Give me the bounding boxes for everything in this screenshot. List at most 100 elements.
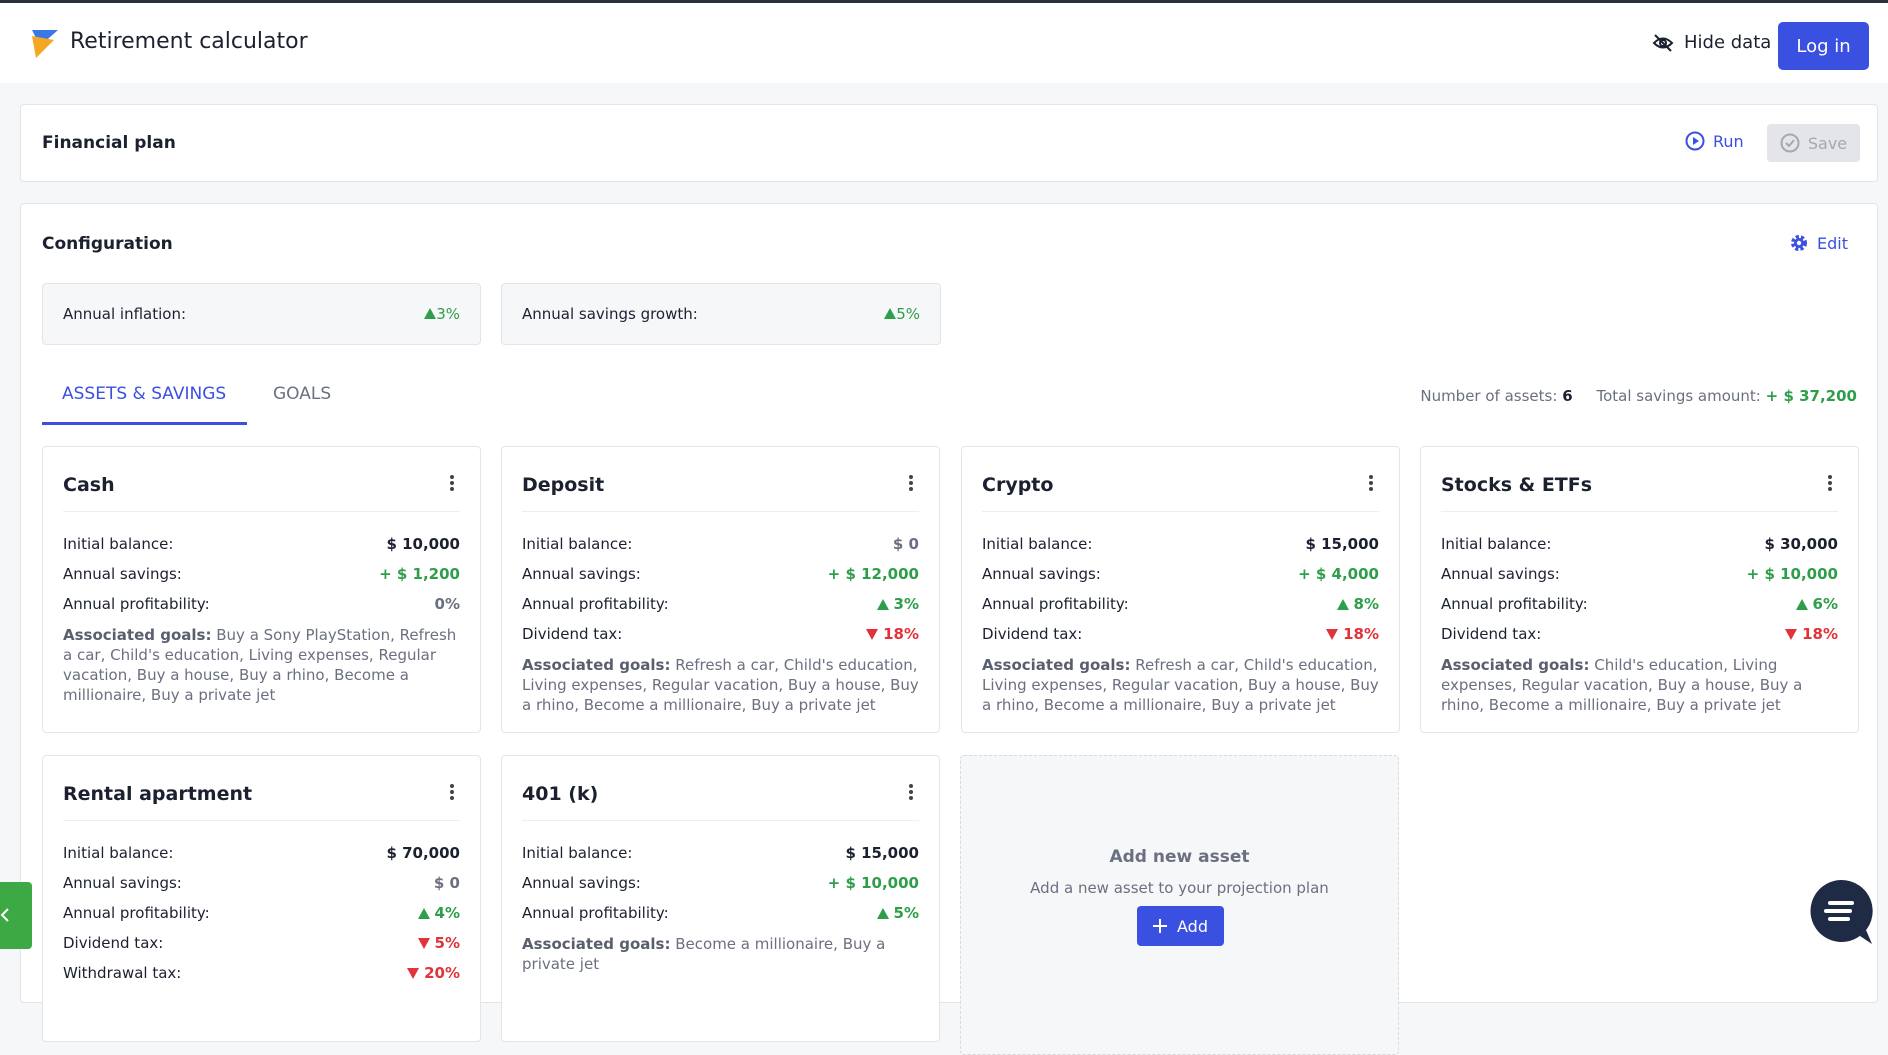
goals-label: Associated goals: [982, 656, 1131, 674]
asset-card: Crypto Initial balance: $ 15,000 Annual sav… [961, 446, 1400, 733]
value: + $ 10,000 [828, 874, 919, 892]
goals-text: Buy a Sony PlayStation, Refresh a car, C… [63, 626, 457, 704]
row-label: Dividend tax: [1441, 625, 1542, 643]
menu-button[interactable] [909, 475, 913, 495]
summary: Number of assets: 6 Total savings amount… [1420, 387, 1857, 405]
trend-arrow [1785, 628, 1798, 640]
row-label: Annual savings: [63, 874, 182, 892]
kebab-icon [909, 475, 913, 491]
menu-button[interactable] [1828, 475, 1832, 495]
asset-row: Initial balance: $ 15,000 [522, 844, 919, 862]
total-label: Total savings amount: [1596, 387, 1761, 405]
goals-label: Associated goals: [522, 656, 671, 674]
menu-button[interactable] [1369, 475, 1373, 495]
goals-label: Associated goals: [522, 935, 671, 953]
value: 18% [866, 625, 919, 643]
value: 18% [1785, 625, 1838, 643]
asset-row: Initial balance: $ 70,000 [63, 844, 460, 862]
asset-row: Annual savings: $ 0 [63, 874, 460, 892]
assets-count: 6 [1562, 387, 1573, 405]
trend-arrow [1336, 598, 1349, 610]
asset-row: Initial balance: $ 30,000 [1441, 535, 1838, 553]
menu-button[interactable] [909, 784, 913, 804]
value-text: 20% [424, 964, 460, 982]
value: $ 0 [434, 874, 460, 892]
value-text: 5% [434, 934, 460, 952]
plan-title: Financial plan [42, 133, 176, 153]
asset-row: Initial balance: $ 10,000 [63, 535, 460, 553]
value: + $ 4,000 [1298, 565, 1379, 583]
asset-row: Annual profitability: 5% [522, 904, 919, 922]
total-value: + $ 37,200 [1765, 387, 1857, 405]
asset-row: Annual profitability: 0% [63, 595, 460, 613]
add-asset-text: Add a new asset to your projection plan [1030, 879, 1329, 897]
asset-row: Initial balance: $ 15,000 [982, 535, 1379, 553]
value: 5% [876, 904, 919, 922]
goals: Associated goals: Become a millionaire, … [522, 934, 919, 974]
row-label: Annual savings: [982, 565, 1101, 583]
menu-button[interactable] [450, 784, 454, 804]
trend-arrow [417, 937, 430, 949]
asset-row: Annual profitability: 6% [1441, 595, 1838, 613]
value-text: 18% [1343, 625, 1379, 643]
kebab-icon [450, 784, 454, 800]
asset-row: Dividend tax: 18% [1441, 625, 1838, 643]
eye-off-icon [1652, 33, 1674, 52]
asset-card: Cash Initial balance: $ 10,000 Annual savin… [42, 446, 481, 733]
login-button[interactable]: Log in [1778, 22, 1869, 70]
value: $ 15,000 [1305, 535, 1379, 553]
asset-row: Initial balance: $ 0 [522, 535, 919, 553]
row-label: Initial balance: [982, 535, 1093, 553]
divider [1441, 511, 1838, 512]
edit-button[interactable]: Edit [1789, 233, 1848, 253]
add-label: Add [1177, 916, 1208, 936]
asset-row: Annual savings: + $ 10,000 [1441, 565, 1838, 583]
run-button[interactable]: Run [1685, 131, 1744, 151]
value: $ 70,000 [386, 844, 460, 862]
value-text: 3% [893, 595, 919, 613]
edit-label: Edit [1817, 233, 1848, 253]
side-tab[interactable] [0, 882, 32, 949]
save-label: Save [1807, 133, 1848, 153]
row-label: Initial balance: [63, 844, 174, 862]
row-label: Dividend tax: [63, 934, 164, 952]
asset-name: Stocks & ETFs [1441, 474, 1593, 496]
configuration-title: Configuration [42, 234, 173, 254]
check-icon [1780, 133, 1800, 153]
tab[interactable]: GOALS [273, 384, 332, 404]
chat-button[interactable] [1808, 878, 1874, 946]
menu-button[interactable] [450, 475, 454, 495]
row-label: Annual savings: [63, 565, 182, 583]
row-label: Initial balance: [1441, 535, 1552, 553]
row-label: Annual savings: [1441, 565, 1560, 583]
value: 8% [1336, 595, 1379, 613]
logo [32, 30, 58, 58]
value: 6% [1795, 595, 1838, 613]
value-text: 4% [434, 904, 460, 922]
asset-row: Dividend tax: 18% [522, 625, 919, 643]
divider [63, 511, 460, 512]
kebab-icon [909, 784, 913, 800]
login-label: Log in [1796, 35, 1851, 57]
row-label: Initial balance: [522, 535, 633, 553]
tab[interactable]: ASSETS & SAVINGS [62, 384, 227, 404]
gear-icon [1791, 235, 1807, 251]
tab-underline [42, 422, 247, 425]
value-text: $ 15,000 [845, 844, 919, 862]
row-label: Withdrawal tax: [63, 964, 182, 982]
header: Retirement calculator Hide data Log in [0, 0, 1888, 83]
hide-data-button[interactable]: Hide data [1652, 32, 1771, 53]
save-button[interactable]: Save [1767, 124, 1860, 162]
value: $ 30,000 [1764, 535, 1838, 553]
value-text: 3% [436, 305, 460, 323]
asset-row: Annual profitability: 4% [63, 904, 460, 922]
value-text: $ 15,000 [1305, 535, 1379, 553]
value: 18% [1326, 625, 1379, 643]
trend-arrow [884, 308, 897, 319]
add-asset-title: Add new asset [1109, 847, 1250, 867]
row-label: Annual profitability: [522, 595, 669, 613]
value-text: $ 0 [433, 874, 460, 892]
add-button[interactable]: Add [1137, 906, 1224, 946]
trend-arrow [866, 628, 879, 640]
row-label: Initial balance: [63, 535, 174, 553]
